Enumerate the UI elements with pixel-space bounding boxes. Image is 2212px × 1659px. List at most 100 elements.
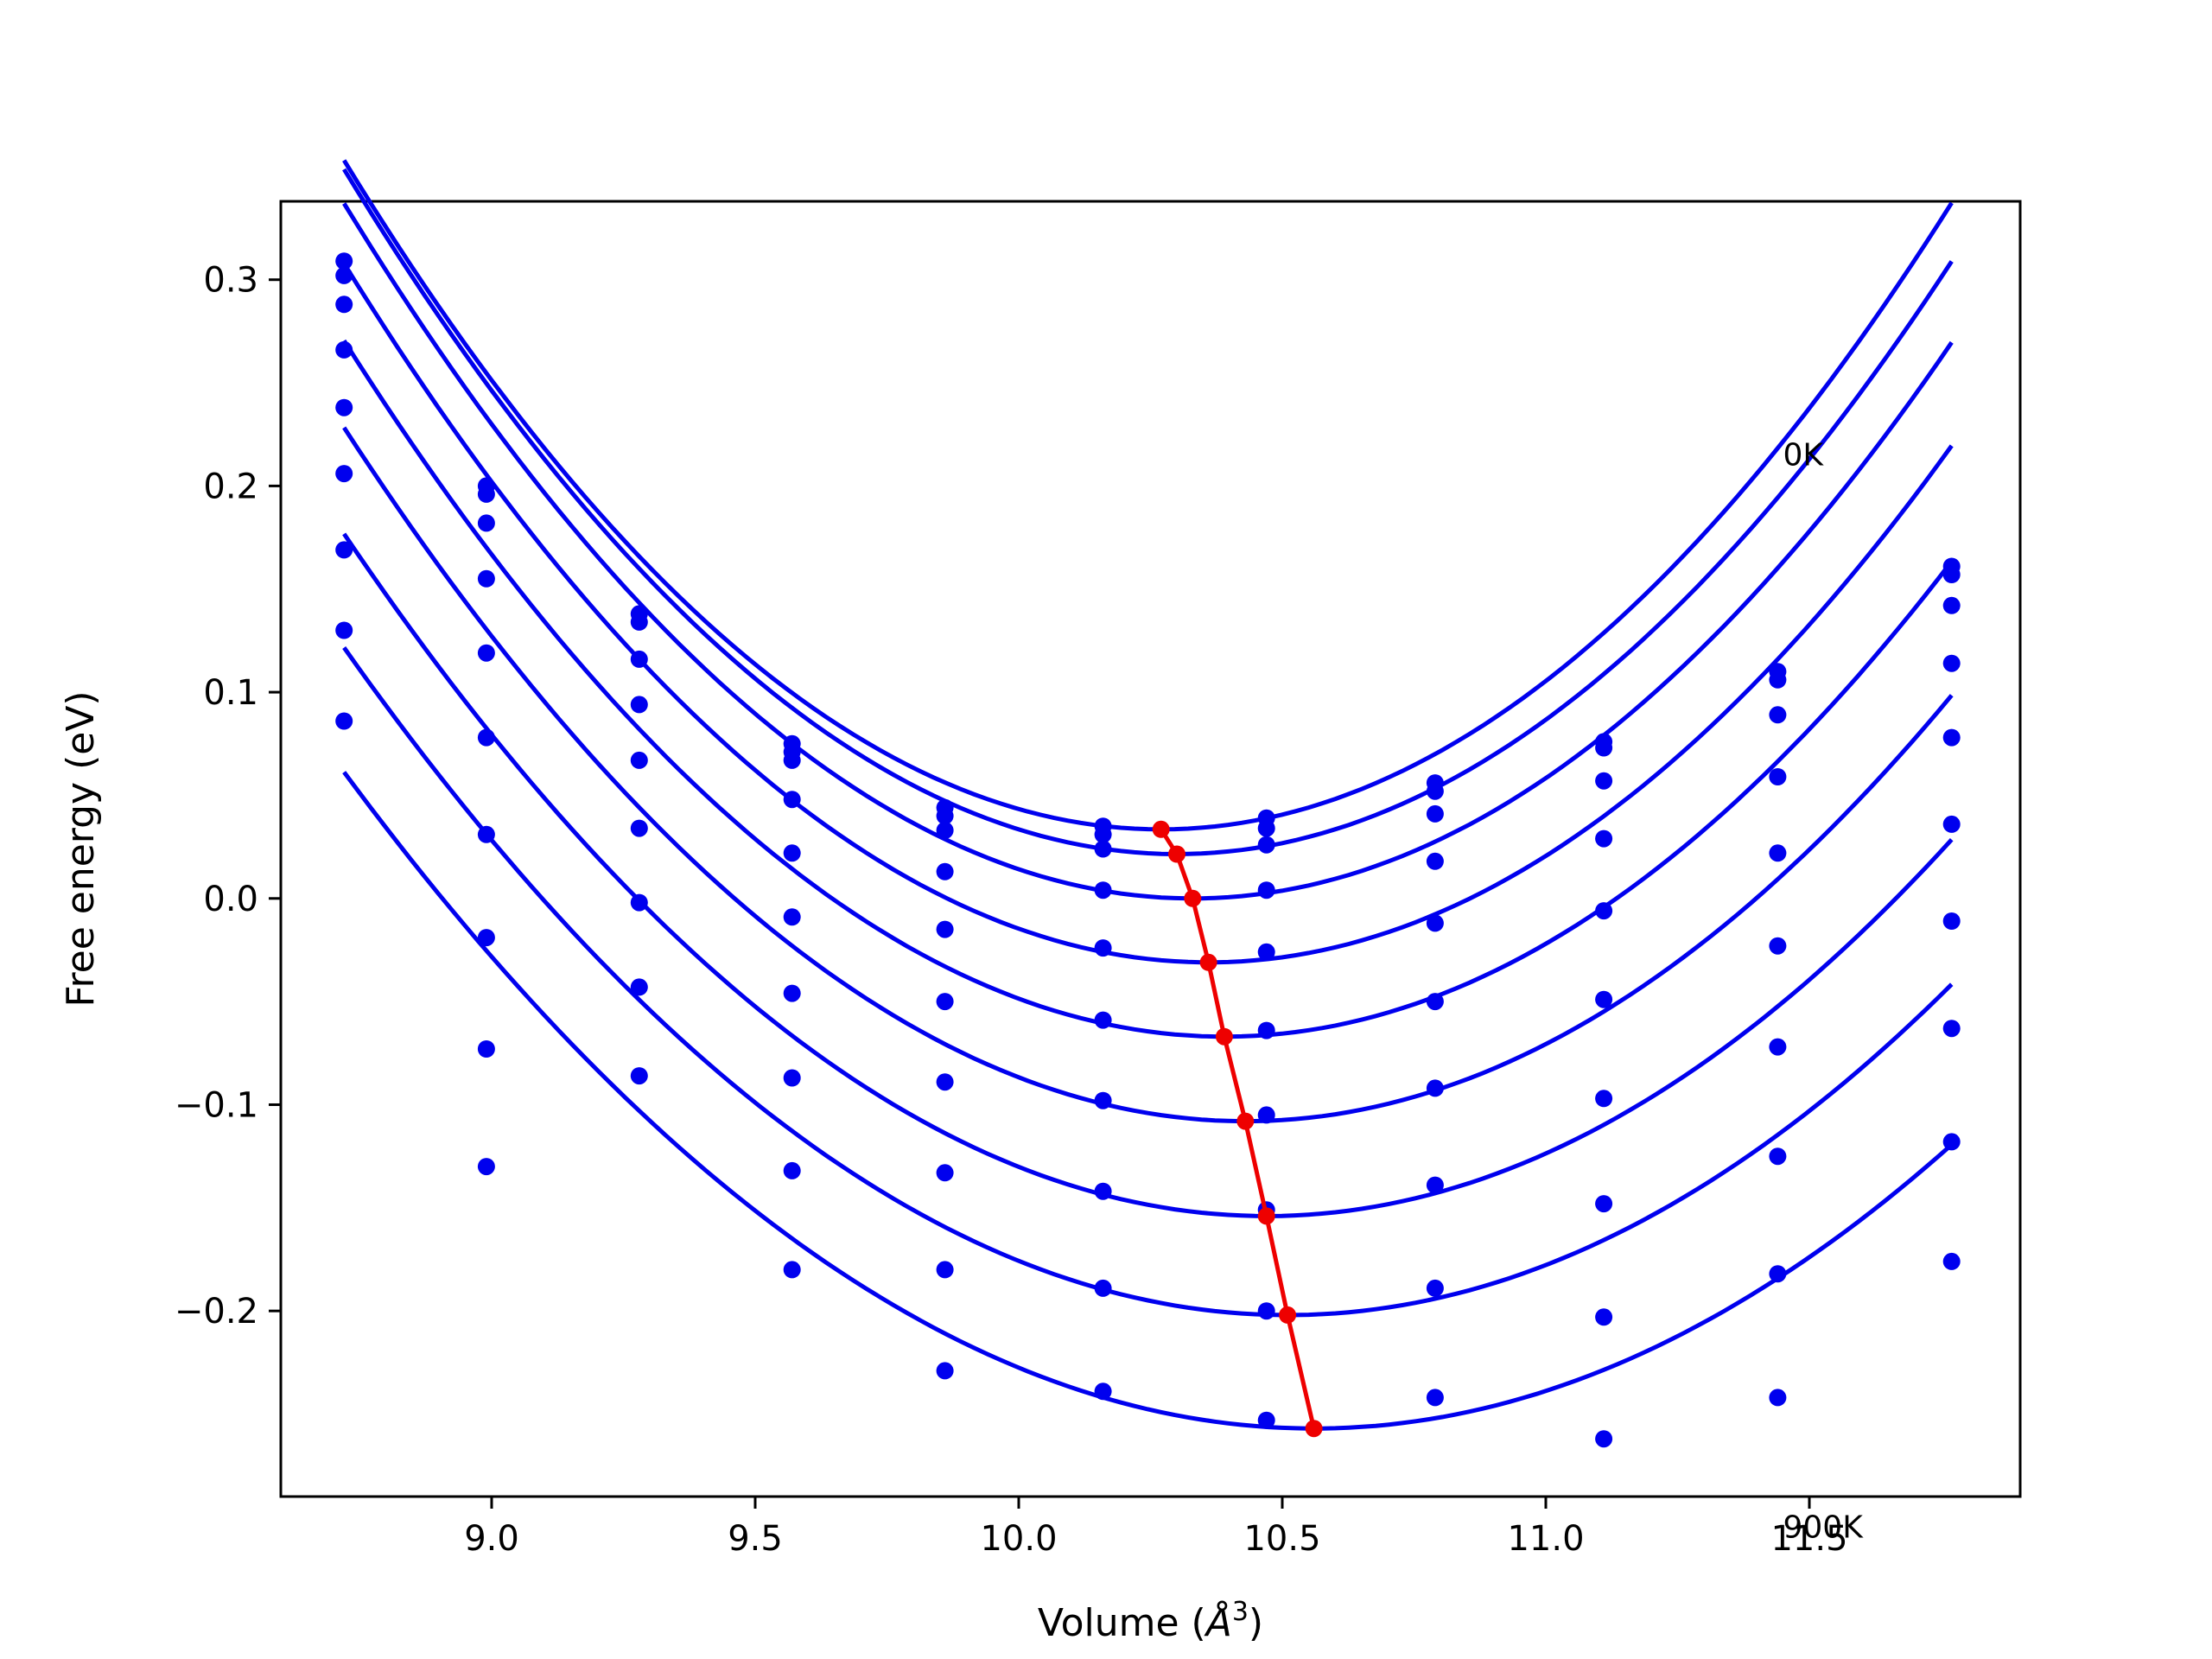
data-point	[1426, 1279, 1444, 1297]
data-point	[1094, 1279, 1112, 1297]
data-point	[1769, 671, 1787, 689]
data-point	[477, 728, 495, 747]
fit-curve-6	[342, 532, 1954, 1218]
y-axis: −0.2 −0.1 0.0 0.1 0.2 0.3	[175, 261, 281, 1332]
data-point	[1426, 1389, 1444, 1407]
data-point	[335, 266, 353, 284]
data-point	[783, 1161, 801, 1179]
data-point	[783, 1069, 801, 1087]
data-point	[936, 993, 954, 1011]
data-point	[783, 844, 801, 862]
data-point	[335, 340, 353, 359]
data-point	[477, 929, 495, 947]
fit-curve-5	[342, 426, 1954, 1124]
data-point	[1094, 1091, 1112, 1109]
x-axis-label: Volume (Å3)	[1038, 1597, 1263, 1645]
data-point	[1769, 937, 1787, 955]
data-point	[477, 644, 495, 662]
data-point	[1595, 902, 1613, 920]
data-point	[1257, 1411, 1275, 1429]
data-point	[630, 751, 648, 769]
minimum-point	[1236, 1112, 1255, 1130]
data-point	[1257, 1021, 1275, 1039]
y-tick-label: 0.0	[203, 880, 258, 919]
data-point	[1094, 1182, 1112, 1200]
data-point	[477, 1040, 495, 1058]
fit-curve-4	[342, 339, 1954, 1039]
data-point	[630, 650, 648, 668]
data-point	[1942, 1020, 1961, 1038]
data-point	[630, 1067, 648, 1085]
data-point	[1942, 728, 1961, 747]
x-tick-label: 11.5	[1770, 1519, 1847, 1559]
annotation-label: 0K	[1783, 438, 1825, 474]
data-point	[936, 822, 954, 839]
minimum-point	[1168, 845, 1185, 863]
data-point	[1257, 1106, 1275, 1124]
x-tick-label: 10.5	[1243, 1519, 1320, 1559]
data-point	[335, 541, 353, 559]
data-point	[1426, 782, 1444, 800]
data-point	[477, 514, 495, 532]
fit-curve-0	[342, 159, 1954, 832]
y-tick-label: −0.1	[175, 1085, 258, 1125]
data-point	[1426, 1079, 1444, 1097]
data-point	[630, 613, 648, 631]
minimum-point	[1199, 953, 1217, 971]
data-point	[936, 862, 954, 880]
data-points	[335, 252, 1961, 1448]
data-point	[1595, 1195, 1613, 1213]
data-point	[335, 252, 353, 270]
y-axis-label: Free energy (eV)	[59, 690, 103, 1007]
data-point	[335, 621, 353, 639]
x-tick-label: 9.0	[464, 1519, 519, 1559]
data-point	[1769, 706, 1787, 724]
data-point	[1426, 1176, 1444, 1194]
data-point	[1942, 1133, 1961, 1151]
minimum-point	[1279, 1306, 1297, 1324]
data-point	[630, 893, 648, 912]
data-point	[630, 696, 648, 714]
minima-line	[1152, 820, 1323, 1438]
data-point	[783, 1261, 801, 1279]
data-point	[1257, 1302, 1275, 1320]
data-point	[477, 485, 495, 503]
fit-curve-3	[342, 262, 1954, 965]
data-point	[1595, 1430, 1613, 1448]
data-point	[783, 791, 801, 809]
data-point	[335, 296, 353, 314]
data-point	[1595, 990, 1613, 1008]
data-point	[1942, 566, 1961, 583]
data-point	[1942, 1252, 1961, 1270]
data-point	[936, 1261, 954, 1279]
x-axis: 9.0 9.5 10.0 10.5 11.0 11.5	[464, 1497, 1848, 1559]
fit-curve-7	[342, 646, 1954, 1318]
data-point	[1094, 1011, 1112, 1029]
annotations: 0K 900K	[1783, 438, 1865, 1546]
data-point	[1257, 836, 1275, 854]
data-point	[1942, 596, 1961, 614]
data-point	[1942, 912, 1961, 930]
minimum-point	[1257, 1207, 1275, 1225]
data-point	[477, 1158, 495, 1176]
data-point	[1094, 881, 1112, 899]
data-point	[1257, 943, 1275, 961]
data-point	[477, 825, 495, 843]
data-point	[1426, 914, 1444, 932]
fit-curve-8	[342, 771, 1954, 1431]
y-tick-label: 0.1	[203, 673, 258, 713]
data-point	[1769, 1038, 1787, 1056]
y-tick-label: 0.3	[203, 261, 258, 301]
data-point	[1094, 939, 1112, 957]
plot-area	[279, 200, 2022, 1498]
data-point	[936, 1073, 954, 1091]
data-point	[477, 569, 495, 588]
data-point	[1769, 768, 1787, 785]
data-point	[1769, 1147, 1787, 1166]
data-point	[1426, 993, 1444, 1011]
data-point	[335, 712, 353, 730]
data-point	[335, 398, 353, 416]
data-point	[1595, 772, 1613, 790]
data-point	[1769, 1389, 1787, 1407]
